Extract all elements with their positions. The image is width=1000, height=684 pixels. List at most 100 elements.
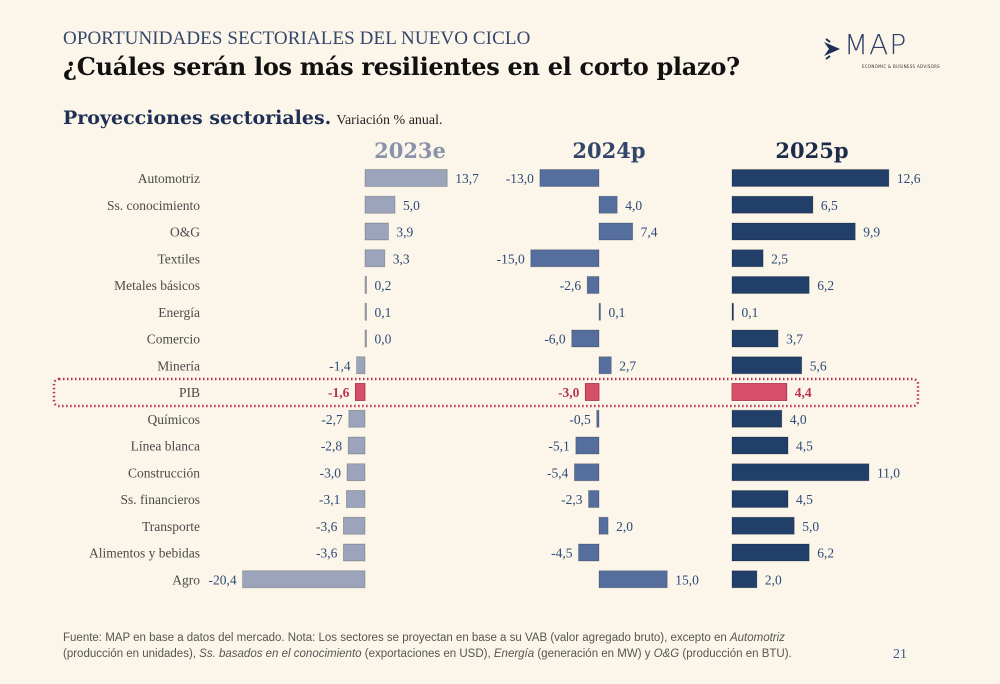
map-logo: MAP ECONOMIC & BUSINESS ADVISORS — [822, 28, 940, 70]
bar-2023e — [364, 276, 367, 294]
value-label-2023e: -2,7 — [321, 412, 343, 427]
bar-2023e — [356, 356, 366, 375]
value-label-2023e: -3,6 — [316, 546, 338, 561]
value-label-2024p: 0,1 — [609, 305, 626, 320]
bar-2025p — [731, 356, 803, 375]
footnote-italic: Energía — [493, 648, 535, 660]
bar-2024p — [575, 436, 600, 455]
category-label: Minería — [157, 358, 200, 373]
value-label-2025p: 3,7 — [786, 332, 803, 347]
value-label-2023e: 3,3 — [393, 251, 410, 266]
chart-subtitle: Proyecciones sectoriales. Variación % an… — [63, 107, 443, 129]
category-label: Comercio — [147, 332, 200, 347]
value-label-2024p: -5,1 — [548, 439, 569, 454]
category-label: PIB — [179, 385, 200, 400]
bar-2025p — [731, 463, 870, 482]
bar-2025p — [731, 169, 890, 187]
value-label-2025p: 11,0 — [877, 465, 900, 480]
value-label-2025p: 6,2 — [817, 546, 834, 561]
bar-2025p — [731, 249, 764, 268]
chart-subtitle-bold: Proyecciones sectoriales. — [63, 107, 332, 129]
value-label-2024p: 4,0 — [625, 198, 642, 213]
footnote-text: (exportaciones en USD), — [361, 648, 494, 660]
value-label-2025p: 5,6 — [810, 358, 827, 373]
category-label: Energía — [158, 305, 200, 320]
value-label-2025p: 12,6 — [897, 171, 921, 186]
bar-2024p — [598, 516, 609, 535]
value-label-2023e: 3,9 — [396, 225, 413, 240]
value-label-2023e: -3,0 — [320, 465, 342, 480]
value-label-2024p: -13,0 — [506, 171, 534, 186]
bar-2023e — [364, 249, 386, 268]
bar-2024p — [584, 383, 600, 401]
value-label-2023e: 13,7 — [455, 171, 479, 186]
category-label: O&G — [170, 225, 200, 240]
value-label-2024p: -15,0 — [497, 251, 525, 266]
bar-2025p — [731, 302, 734, 321]
footnote-text: (producción en unidades), — [63, 648, 200, 660]
bar-2023e — [242, 570, 366, 589]
value-label-2025p: 9,9 — [863, 225, 880, 240]
bar-2024p — [598, 222, 634, 241]
footnote-text: (generación en MW) y — [534, 648, 654, 660]
bar-2023e — [345, 490, 366, 508]
bar-2023e — [348, 409, 366, 428]
value-label-2023e: 0,0 — [375, 332, 392, 347]
bar-2025p — [731, 409, 783, 428]
value-label-2025p: 4,5 — [796, 492, 813, 507]
bar-2025p — [731, 516, 795, 535]
value-label-2023e: -3,1 — [319, 492, 340, 507]
value-label-2024p: 7,4 — [641, 225, 658, 240]
value-label-2023e: -1,6 — [328, 385, 350, 400]
logo-text: MAP — [844, 28, 908, 61]
bar-2024p — [539, 169, 600, 187]
bar-2025p — [731, 222, 856, 241]
category-label: Textiles — [157, 251, 200, 266]
category-label: Automotriz — [138, 171, 200, 186]
bar-2024p — [598, 302, 601, 321]
logo-subtext: ECONOMIC & BUSINESS ADVISORS — [862, 64, 941, 69]
value-label-2024p: 2,7 — [619, 358, 636, 373]
value-label-2025p: 6,2 — [817, 278, 834, 293]
page-number: 21 — [893, 647, 907, 662]
footnote-text: (producción en BTU). — [679, 648, 792, 660]
arrow-logo-icon — [824, 38, 840, 60]
chart-subtitle-unit: Variación % anual. — [336, 113, 443, 128]
value-label-2023e: -1,4 — [329, 358, 351, 373]
value-label-2023e: 5,0 — [403, 198, 420, 213]
value-label-2025p: 6,5 — [821, 198, 838, 213]
slide-kicker: OPORTUNIDADES SECTORIALES DEL NUEVO CICL… — [63, 28, 531, 49]
bar-2024p — [586, 276, 600, 294]
value-label-2024p: 15,0 — [675, 572, 699, 587]
bar-2023e — [364, 222, 389, 241]
value-label-2025p: 2,5 — [771, 251, 788, 266]
bar-2024p — [574, 463, 600, 482]
bar-2025p — [731, 329, 779, 348]
bar-2023e — [364, 329, 367, 348]
value-label-2023e: -3,6 — [316, 519, 338, 534]
series-header-2025p: 2025p — [775, 138, 848, 163]
bar-2025p — [731, 570, 758, 589]
bar-2025p — [731, 383, 788, 401]
category-label: Ss. conocimiento — [107, 198, 200, 213]
category-label: Construcción — [128, 465, 200, 480]
footnote-italic: Automotriz — [729, 632, 785, 644]
bar-2023e — [347, 436, 366, 455]
value-label-2025p: 4,0 — [790, 412, 807, 427]
bar-2025p — [731, 543, 810, 562]
bar-2024p — [571, 329, 600, 348]
category-label: Transporte — [142, 519, 200, 534]
footnote-italic: O&G — [653, 648, 680, 660]
bar-2025p — [731, 195, 814, 214]
bar-2024p — [578, 543, 600, 562]
value-label-2024p: -2,3 — [561, 492, 583, 507]
bar-2023e — [342, 516, 366, 535]
category-label: Químicos — [148, 412, 201, 427]
footnote-italic: Ss. basados en el conocimiento — [199, 648, 362, 660]
value-label-2024p: -5,4 — [547, 465, 569, 480]
bar-2025p — [731, 276, 810, 294]
slide-title: ¿Cuáles serán los más resilientes en el … — [63, 52, 740, 81]
value-label-2023e: -2,8 — [321, 439, 343, 454]
value-label-2024p: -2,6 — [560, 278, 582, 293]
bar-2024p — [598, 195, 618, 214]
